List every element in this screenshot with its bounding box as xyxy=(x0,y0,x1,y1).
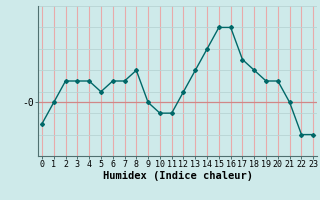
X-axis label: Humidex (Indice chaleur): Humidex (Indice chaleur) xyxy=(103,171,252,181)
